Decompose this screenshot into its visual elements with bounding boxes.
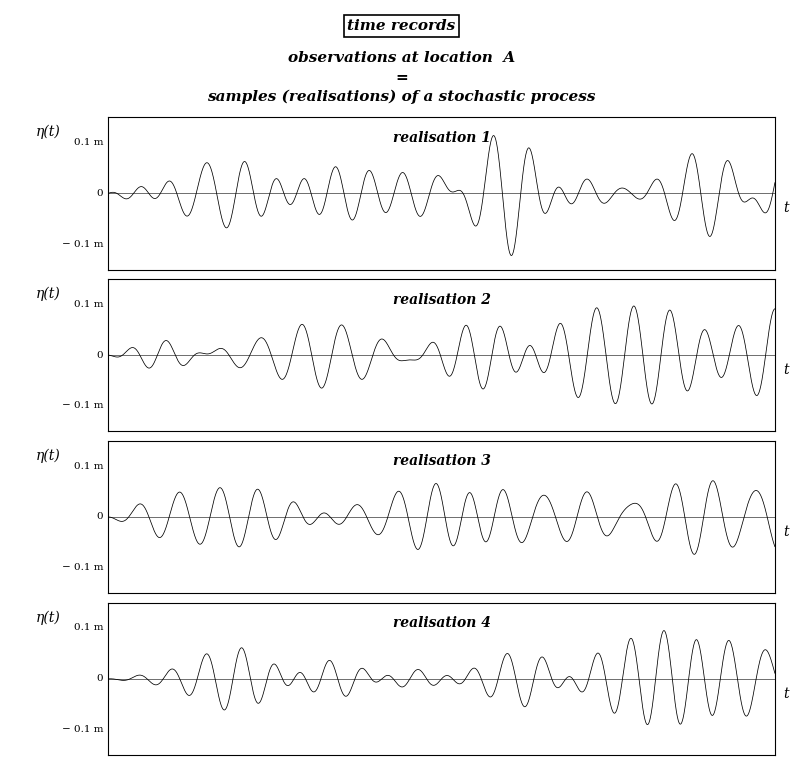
Text: η(t): η(t) (36, 286, 61, 301)
Text: realisation 4: realisation 4 (392, 616, 490, 631)
Text: realisation 3: realisation 3 (392, 454, 490, 468)
Text: t: t (782, 201, 788, 215)
Text: observations at location  A: observations at location A (287, 51, 515, 65)
Text: − 0.1 m: − 0.1 m (62, 564, 103, 572)
Text: t: t (782, 687, 788, 701)
Text: 0: 0 (96, 512, 103, 521)
Text: 0: 0 (96, 351, 103, 360)
Text: − 0.1 m: − 0.1 m (62, 240, 103, 248)
Text: η(t): η(t) (36, 610, 61, 624)
Text: 0.1 m: 0.1 m (74, 138, 103, 147)
Text: 0: 0 (96, 188, 103, 198)
Text: realisation 1: realisation 1 (392, 131, 490, 145)
Text: − 0.1 m: − 0.1 m (62, 401, 103, 411)
Text: − 0.1 m: − 0.1 m (62, 725, 103, 734)
Text: η(t): η(t) (36, 448, 61, 463)
Text: 0.1 m: 0.1 m (74, 624, 103, 632)
Text: 0.1 m: 0.1 m (74, 461, 103, 471)
Text: samples (realisations) of a stochastic process: samples (realisations) of a stochastic p… (207, 89, 595, 104)
Text: η(t): η(t) (36, 125, 61, 139)
Text: time records: time records (347, 19, 455, 33)
Text: =: = (395, 71, 407, 85)
Text: t: t (782, 525, 788, 539)
Text: 0.1 m: 0.1 m (74, 300, 103, 308)
Text: t: t (782, 363, 788, 378)
Text: realisation 2: realisation 2 (392, 292, 490, 307)
Text: 0: 0 (96, 674, 103, 684)
